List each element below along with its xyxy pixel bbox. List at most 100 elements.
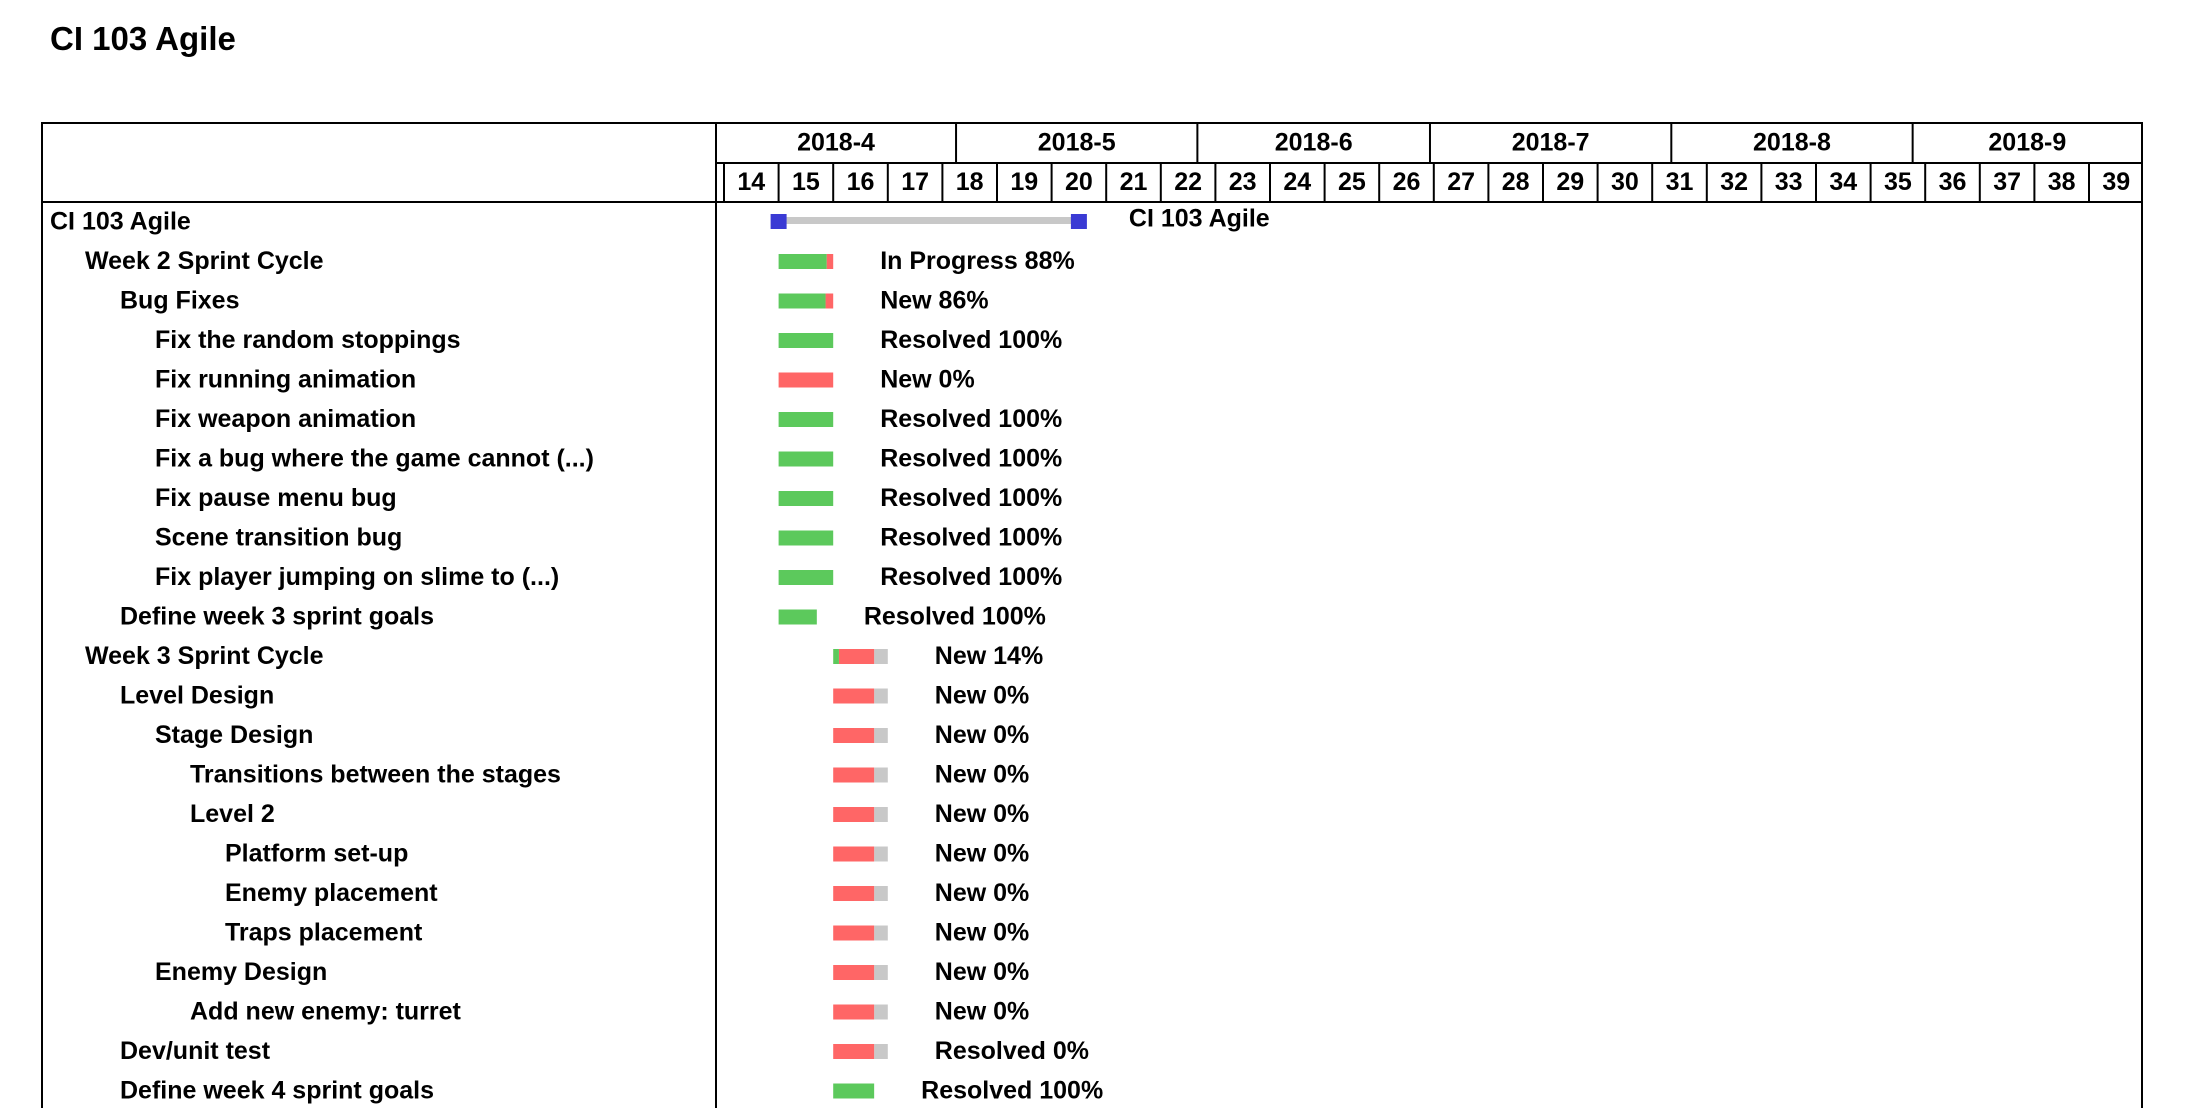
task-name: Bug Fixes (120, 287, 239, 315)
bar-remaining (833, 728, 875, 743)
week-label: 28 (1502, 168, 1530, 196)
month-label: 2018-4 (797, 129, 875, 157)
bar-label: Resolved 0% (935, 1037, 1089, 1065)
bar-label: Resolved 100% (880, 445, 1062, 473)
week-label: 26 (1393, 168, 1421, 196)
bar-remaining (833, 886, 875, 901)
bar-label: New 0% (880, 366, 974, 394)
task-name: Enemy placement (225, 879, 438, 907)
bar-planned-remainder (874, 688, 888, 704)
bar-label: Resolved 100% (880, 405, 1062, 433)
task-name: Fix weapon animation (155, 405, 416, 433)
bar-progress (778, 254, 827, 269)
week-label: 35 (1884, 168, 1912, 196)
task-name: Level Design (120, 682, 274, 710)
bar-progress (833, 649, 839, 664)
task-name: Fix a bug where the game cannot (...) (155, 445, 594, 473)
task-name: Week 3 Sprint Cycle (85, 642, 324, 670)
task-name: Scene transition bug (155, 524, 402, 552)
bar-label: New 0% (935, 958, 1029, 986)
bar-label: New 86% (880, 287, 988, 315)
bar-label: New 0% (935, 879, 1029, 907)
week-label: 39 (2102, 168, 2130, 196)
week-label: 30 (1611, 168, 1639, 196)
week-label: 14 (737, 168, 765, 196)
task-name: Enemy Design (155, 958, 327, 986)
task-name: Week 2 Sprint Cycle (85, 247, 324, 275)
bar-remaining (833, 688, 875, 704)
bar-planned-remainder (874, 728, 888, 743)
bar-planned-remainder (874, 925, 888, 941)
week-label: 23 (1229, 168, 1257, 196)
bar-label: New 0% (935, 919, 1029, 947)
week-label: 21 (1120, 168, 1148, 196)
month-label: 2018-5 (1038, 129, 1116, 157)
task-name: Fix the random stoppings (155, 326, 461, 354)
month-label: 2018-9 (1988, 129, 2066, 157)
bar-label: In Progress 88% (880, 247, 1075, 275)
bar-label: New 0% (935, 761, 1029, 789)
task-name: Define week 3 sprint goals (120, 603, 434, 631)
month-label: 2018-8 (1753, 129, 1831, 157)
bar-progress (778, 609, 817, 625)
bar-label: Resolved 100% (921, 1077, 1103, 1105)
bar-label: New 0% (935, 998, 1029, 1026)
task-name: Fix running animation (155, 366, 416, 394)
bar-progress (778, 412, 834, 427)
week-label: 17 (901, 168, 929, 196)
bar-planned-remainder (874, 649, 888, 664)
week-label: 33 (1775, 168, 1803, 196)
bar-label: New 0% (935, 800, 1029, 828)
page-title: CI 103 Agile (50, 20, 236, 57)
week-label: 36 (1939, 168, 1967, 196)
week-label: 38 (2048, 168, 2076, 196)
bar-remaining (833, 965, 875, 980)
bar-progress (778, 451, 834, 467)
task-name: Traps placement (225, 919, 423, 947)
week-label: 25 (1338, 168, 1366, 196)
week-label: 31 (1666, 168, 1694, 196)
bar-planned-remainder (874, 767, 888, 783)
bar-planned-remainder (874, 846, 888, 862)
bar-remaining (825, 293, 834, 309)
bar-remaining (833, 767, 875, 783)
bar-label: Resolved 100% (880, 326, 1062, 354)
week-label: 32 (1720, 168, 1748, 196)
bar-remaining (838, 649, 875, 664)
month-label: 2018-6 (1275, 129, 1353, 157)
bar-progress (778, 530, 834, 546)
week-label: 18 (956, 168, 984, 196)
bar-planned-remainder (874, 1044, 888, 1059)
bar-label: Resolved 100% (880, 524, 1062, 552)
week-label: 16 (847, 168, 875, 196)
week-label: 24 (1283, 168, 1311, 196)
week-label: 34 (1829, 168, 1857, 196)
task-name: Platform set-up (225, 840, 408, 868)
task-name: Fix pause menu bug (155, 484, 397, 512)
week-label: 20 (1065, 168, 1093, 196)
project-start-marker (770, 214, 787, 229)
chart-frame (41, 122, 2143, 1108)
task-name: Stage Design (155, 721, 313, 749)
week-label: 29 (1556, 168, 1584, 196)
bar-label: New 0% (935, 840, 1029, 868)
bar-remaining (778, 372, 834, 388)
bar-planned-remainder (874, 807, 888, 822)
bar-remaining (833, 1044, 875, 1059)
task-name: CI 103 Agile (50, 208, 191, 236)
bar-progress (833, 1083, 875, 1099)
week-label: 27 (1447, 168, 1475, 196)
bar-planned-remainder (874, 886, 888, 901)
bar-label: Resolved 100% (880, 563, 1062, 591)
bar-planned-remainder (874, 1004, 888, 1020)
week-label: 37 (1993, 168, 2021, 196)
bar-progress (778, 293, 826, 309)
month-label: 2018-7 (1512, 129, 1590, 157)
task-name: Define week 4 sprint goals (120, 1077, 434, 1105)
task-name: Add new enemy: turret (190, 998, 462, 1026)
bar-planned-remainder (874, 965, 888, 980)
bar-label: New 0% (935, 721, 1029, 749)
bar-progress (778, 570, 834, 585)
bar-label: CI 103 Agile (1129, 205, 1270, 233)
